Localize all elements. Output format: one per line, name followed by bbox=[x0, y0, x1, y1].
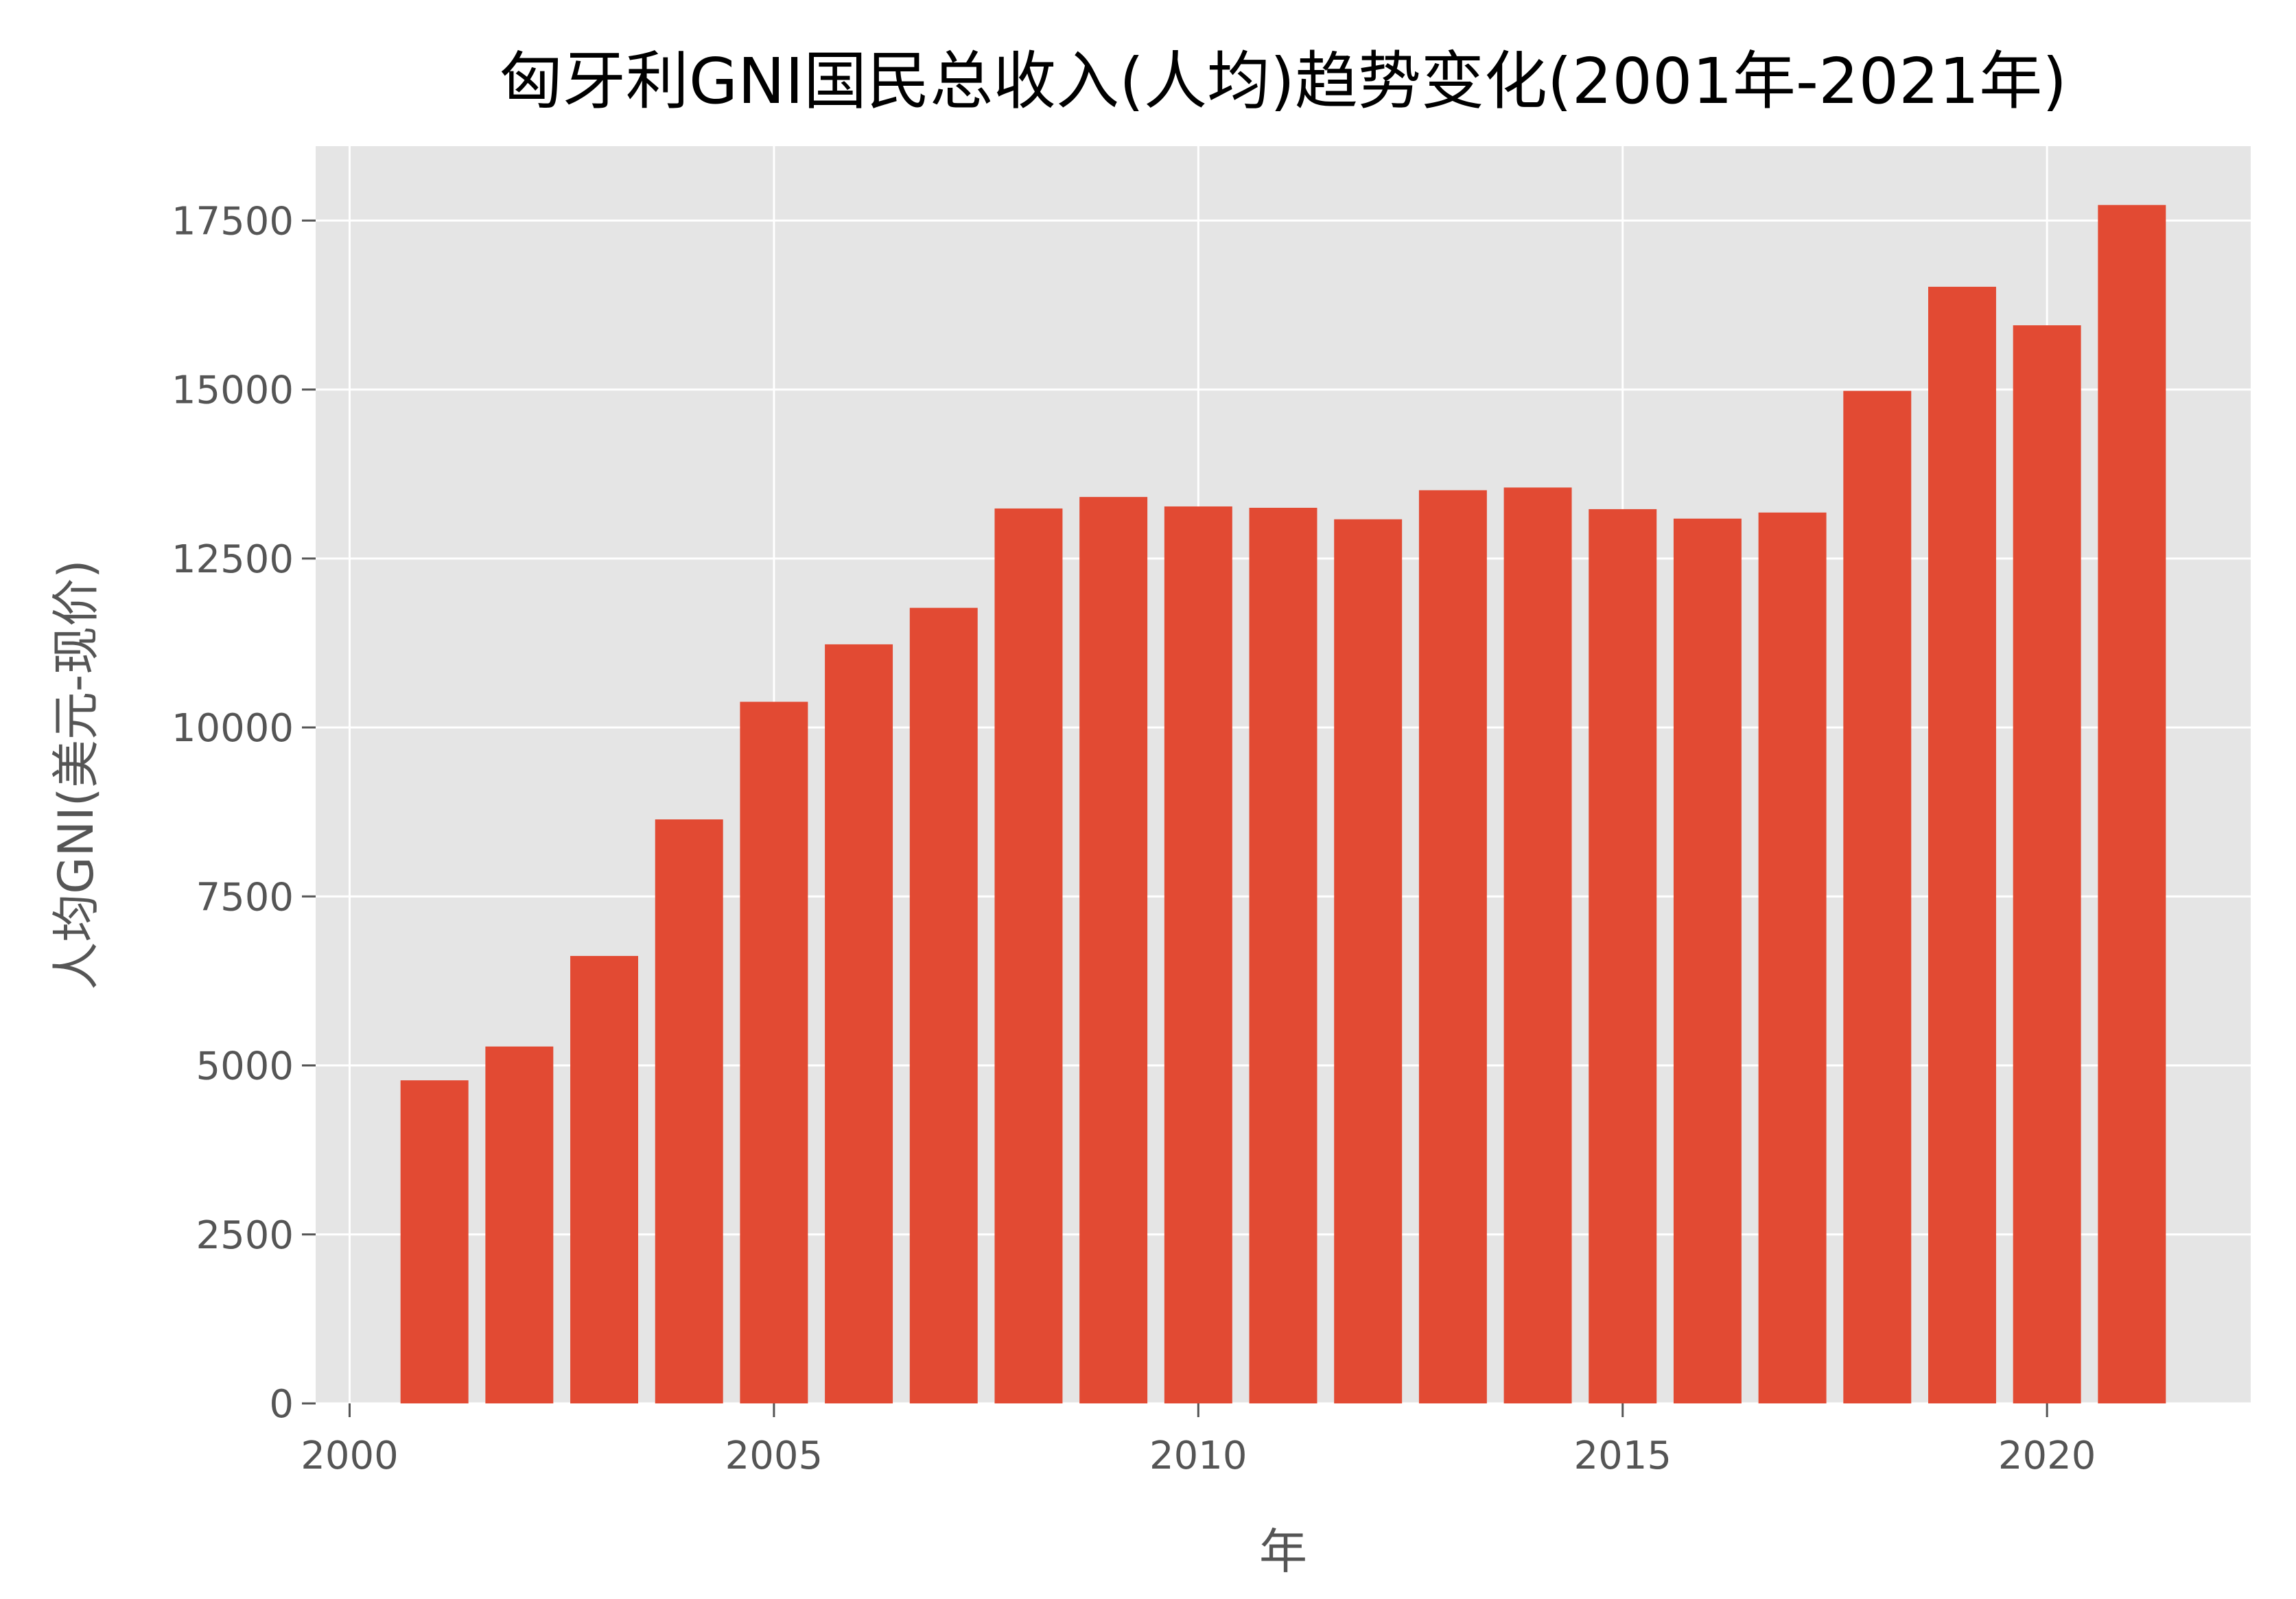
chart-title: 匈牙利GNI国民总收入(人均)趋势变化(2001年-2021年) bbox=[500, 45, 2067, 118]
bar-2018 bbox=[1843, 390, 1912, 1403]
bar-2012 bbox=[1334, 519, 1403, 1403]
y-tick-label: 0 bbox=[269, 1382, 294, 1427]
bar-2006 bbox=[825, 644, 893, 1403]
y-tick-label: 17500 bbox=[172, 199, 294, 244]
bar-2019 bbox=[1928, 286, 1996, 1404]
bar-2017 bbox=[1758, 512, 1827, 1404]
bar-2002 bbox=[485, 1046, 554, 1403]
bar-2009 bbox=[1079, 497, 1148, 1404]
x-axis-label: 年 bbox=[1259, 1524, 1307, 1580]
bar-2020 bbox=[2013, 325, 2081, 1403]
y-tick-label: 7500 bbox=[196, 875, 294, 920]
y-tick-label: 5000 bbox=[196, 1044, 294, 1089]
bars bbox=[400, 205, 2166, 1404]
y-tick-label: 2500 bbox=[196, 1213, 294, 1258]
x-tick-label: 2020 bbox=[1998, 1434, 2096, 1478]
bar-2008 bbox=[994, 508, 1063, 1403]
x-tick-label: 2005 bbox=[725, 1434, 823, 1478]
bar-2007 bbox=[909, 607, 978, 1403]
bar-2003 bbox=[570, 955, 638, 1403]
bar-2014 bbox=[1503, 487, 1572, 1403]
bar-2004 bbox=[655, 819, 723, 1403]
y-tick-label: 10000 bbox=[172, 706, 294, 751]
bar-2021 bbox=[2098, 205, 2166, 1403]
bar-2005 bbox=[740, 701, 808, 1403]
y-tick-label: 15000 bbox=[172, 369, 294, 413]
bar-2010 bbox=[1164, 506, 1232, 1403]
bar-2001 bbox=[400, 1080, 469, 1403]
axis-ticks: 0 2500 5000 7500 10000 12500 15000 17500 2000 200… bbox=[172, 199, 2096, 1478]
x-tick-label: 2015 bbox=[1573, 1434, 1672, 1478]
bar-2013 bbox=[1418, 490, 1487, 1403]
bar-2016 bbox=[1673, 518, 1742, 1404]
x-tick-label: 2000 bbox=[301, 1434, 399, 1478]
bar-2015 bbox=[1589, 509, 1657, 1403]
x-tick-label: 2010 bbox=[1149, 1434, 1247, 1478]
y-tick-label: 12500 bbox=[172, 537, 294, 582]
bar-2011 bbox=[1249, 507, 1317, 1403]
y-axis-label: 人均GNI(美元-现价) bbox=[48, 559, 104, 990]
